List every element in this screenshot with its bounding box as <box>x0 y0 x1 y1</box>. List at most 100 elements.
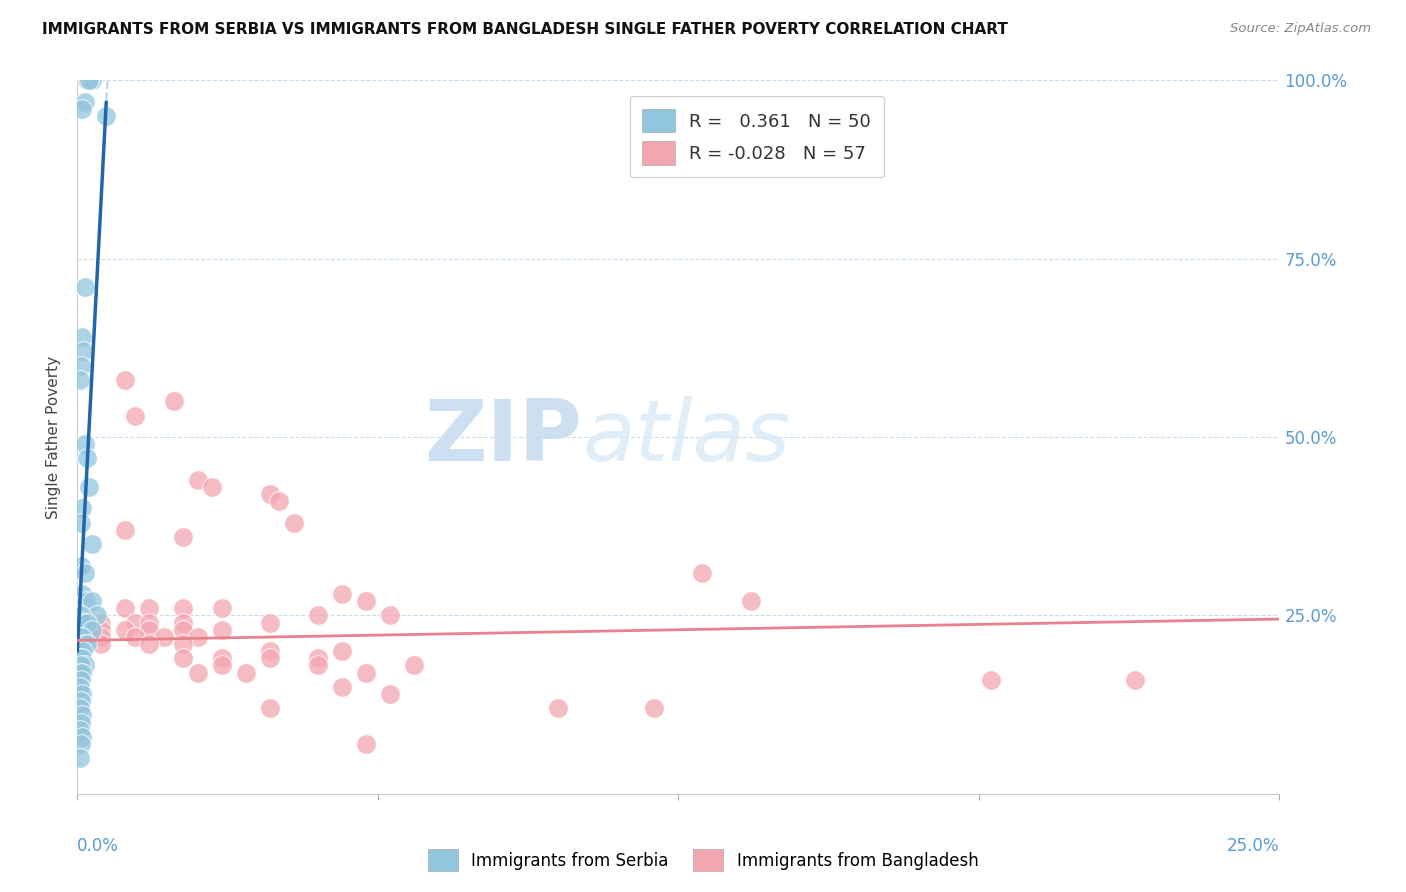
Point <box>114 373 136 387</box>
Point <box>1123 673 1146 687</box>
Point <box>69 665 91 680</box>
Point <box>73 637 96 651</box>
Point <box>378 608 401 623</box>
Point <box>172 530 194 544</box>
Text: atlas: atlas <box>582 395 790 479</box>
Point <box>124 630 146 644</box>
Point <box>307 658 329 673</box>
Point <box>330 680 353 694</box>
Point <box>259 644 281 658</box>
Point <box>124 615 146 630</box>
Point <box>80 73 103 87</box>
Point <box>211 601 233 615</box>
Point <box>73 566 96 580</box>
Point <box>70 737 93 751</box>
Point <box>138 637 160 651</box>
Point <box>259 651 281 665</box>
Point <box>73 95 96 109</box>
Point <box>73 658 96 673</box>
Point <box>124 409 146 423</box>
Point <box>70 644 93 658</box>
Point <box>90 623 112 637</box>
Point <box>76 637 98 651</box>
Point <box>235 665 257 680</box>
Point <box>643 701 665 715</box>
Legend: Immigrants from Serbia, Immigrants from Bangladesh: Immigrants from Serbia, Immigrants from … <box>419 841 987 880</box>
Point <box>187 473 209 487</box>
Point <box>114 623 136 637</box>
Point <box>73 437 96 451</box>
Point <box>69 701 91 715</box>
Point <box>201 480 224 494</box>
Point <box>69 680 91 694</box>
Point <box>72 344 94 359</box>
Point <box>70 665 93 680</box>
Point <box>259 487 281 501</box>
Point <box>138 615 160 630</box>
Point <box>70 359 93 373</box>
Text: IMMIGRANTS FROM SERBIA VS IMMIGRANTS FROM BANGLADESH SINGLE FATHER POVERTY CORRE: IMMIGRANTS FROM SERBIA VS IMMIGRANTS FRO… <box>42 22 1008 37</box>
Point <box>80 537 103 551</box>
Point <box>70 630 93 644</box>
Point <box>70 558 93 573</box>
Point <box>80 594 103 608</box>
Point <box>72 615 94 630</box>
Text: ZIP: ZIP <box>425 395 582 479</box>
Point <box>79 73 101 87</box>
Point <box>86 608 108 623</box>
Point <box>70 587 93 601</box>
Point <box>79 480 101 494</box>
Point <box>378 687 401 701</box>
Point <box>73 280 96 294</box>
Point <box>402 658 425 673</box>
Point <box>70 651 93 665</box>
Point <box>692 566 714 580</box>
Point <box>307 651 329 665</box>
Point <box>69 373 91 387</box>
Point <box>70 687 93 701</box>
Point <box>69 751 91 765</box>
Point <box>75 594 97 608</box>
Point <box>211 658 233 673</box>
Point <box>187 630 209 644</box>
Text: 0.0%: 0.0% <box>77 837 120 855</box>
Point <box>70 501 93 516</box>
Point <box>330 587 353 601</box>
Point <box>70 673 93 687</box>
Point <box>211 623 233 637</box>
Point <box>76 451 98 466</box>
Legend: R =   0.361   N = 50, R = -0.028   N = 57: R = 0.361 N = 50, R = -0.028 N = 57 <box>630 96 883 178</box>
Point <box>547 701 569 715</box>
Point <box>307 608 329 623</box>
Point <box>90 630 112 644</box>
Point <box>259 615 281 630</box>
Point <box>70 516 93 530</box>
Point <box>172 601 194 615</box>
Text: 25.0%: 25.0% <box>1227 837 1279 855</box>
Point <box>172 615 194 630</box>
Point <box>80 623 103 637</box>
Point <box>269 494 291 508</box>
Point <box>70 694 93 708</box>
Point <box>162 394 184 409</box>
Point <box>90 637 112 651</box>
Point <box>187 665 209 680</box>
Point <box>211 651 233 665</box>
Point <box>114 523 136 537</box>
Point <box>114 601 136 615</box>
Point <box>259 701 281 715</box>
Y-axis label: Single Father Poverty: Single Father Poverty <box>46 356 62 518</box>
Point <box>70 658 93 673</box>
Point <box>172 637 194 651</box>
Point <box>70 730 93 744</box>
Text: Source: ZipAtlas.com: Source: ZipAtlas.com <box>1230 22 1371 36</box>
Point <box>76 615 98 630</box>
Point <box>172 623 194 637</box>
Point <box>354 594 377 608</box>
Point <box>70 330 93 344</box>
Point <box>354 737 377 751</box>
Point <box>354 665 377 680</box>
Point <box>283 516 305 530</box>
Point <box>96 109 118 123</box>
Point <box>70 608 93 623</box>
